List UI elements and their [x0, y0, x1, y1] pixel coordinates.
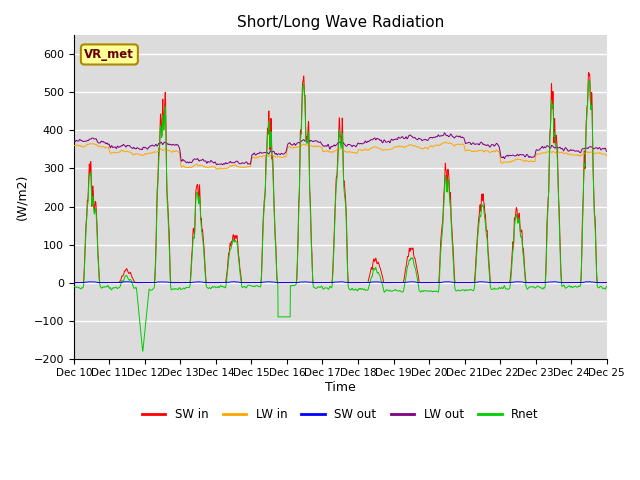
Text: VR_met: VR_met	[84, 48, 134, 61]
X-axis label: Time: Time	[325, 381, 356, 394]
Title: Short/Long Wave Radiation: Short/Long Wave Radiation	[237, 15, 444, 30]
Y-axis label: (W/m2): (W/m2)	[15, 174, 28, 220]
Legend: SW in, LW in, SW out, LW out, Rnet: SW in, LW in, SW out, LW out, Rnet	[137, 403, 543, 426]
